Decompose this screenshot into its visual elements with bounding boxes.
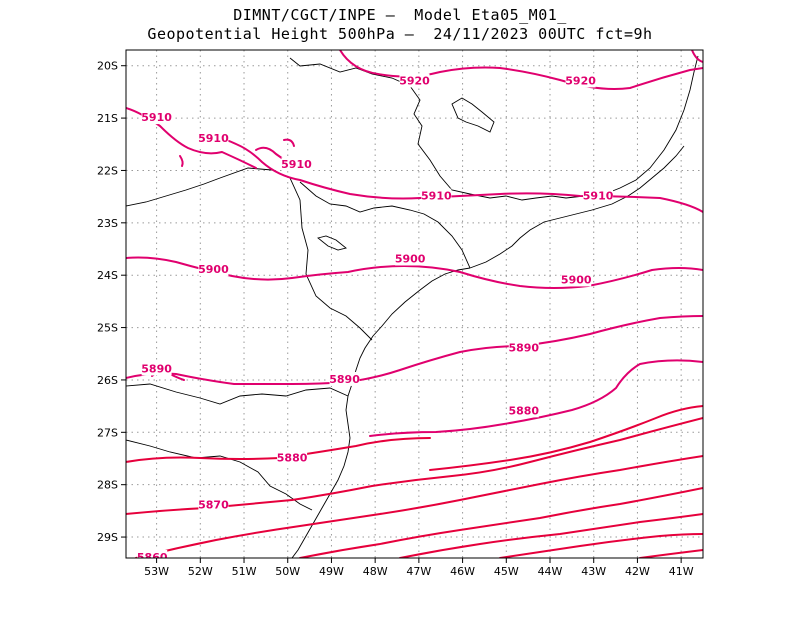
contour-label: 5910 [141,111,172,124]
contour-label-bg [421,188,452,203]
contour-label-bg [198,131,229,146]
contour-label: 5870 [198,499,229,512]
map-frame [125,49,704,559]
contour-label: 5900 [198,263,229,276]
contour-label: 5880 [508,404,539,417]
contour-label-bg [561,272,592,287]
y-axis-ticks: 20S 21S 22S 23S 24S 25S 26S 27S 28S 29S [97,60,126,544]
contour-label-bg [565,73,596,88]
contour-5880-a [369,359,703,437]
contour-5910-e [179,155,184,167]
x-tick-label: 51W [232,565,257,578]
contour-5830 [499,533,703,558]
contour-5920-a [339,50,703,90]
state-border-pr-sc [126,383,349,405]
contour-label-bg [583,188,614,203]
x-axis-ticks: 53W 52W 51W 50W 49W 48W 47W 46W 45W 44W 43W 42W 41W [144,558,694,578]
contour-label: 5920 [565,74,596,87]
x-tick-label: 48W [363,565,388,578]
contour-label-bg [508,340,539,355]
contour-label-bg [395,251,426,266]
contour-label-bg [141,110,172,125]
state-border-sp-mg [289,57,600,201]
contour-5910-d [283,138,295,147]
contour-5920-b [691,50,703,63]
state-border-sp-pr [299,181,471,269]
coastline [291,267,471,558]
x-tick-label: 45W [494,565,519,578]
map-title-line2: Geopotential Height 500hPa – 24/11/2023 … [147,25,653,43]
x-tick-label: 50W [275,565,300,578]
contour-5880-c [429,405,703,471]
contour-label: 5890 [329,373,360,386]
x-tick-label: 41W [669,565,694,578]
border-mg-rj [599,55,699,197]
contour-label: 5910 [198,132,229,145]
contour-label: 5920 [399,74,430,87]
y-tick-label: 28S [97,479,118,492]
contour-label: 5900 [395,252,426,265]
y-tick-label: 21S [97,112,118,125]
x-tick-label: 42W [625,565,650,578]
contour-5850 [299,487,703,558]
reservoir [317,235,347,251]
contour-label: 5910 [421,190,452,203]
y-tick-label: 27S [97,426,118,439]
contour-label-bg [281,157,312,172]
x-tick-label: 44W [538,565,563,578]
contour-label-bg [141,361,172,376]
y-tick-label: 20S [97,60,118,73]
contour-5890 [126,315,703,385]
y-tick-label: 24S [97,269,118,282]
x-tick-label: 47W [406,565,431,578]
map-gridlines [126,50,703,558]
border-ms-mt [126,177,221,207]
y-tick-label: 26S [97,374,118,387]
contour-label: 5860 [137,551,168,564]
x-tick-label: 46W [450,565,475,578]
x-tick-label: 43W [581,565,606,578]
x-tick-label: 49W [319,565,344,578]
contour-label-bg [198,261,229,276]
lake [451,97,495,133]
contour-label: 5910 [583,190,614,203]
x-tick-label: 52W [188,565,213,578]
contour-5860 [135,455,703,558]
contour-5840 [399,513,703,558]
contour-labels: 5920 5920 5910 5910 5910 5910 5910 5900 5900 5900… [137,73,614,564]
y-tick-label: 22S [97,164,118,177]
contour-label: 5910 [281,158,312,171]
x-tick-label: 53W [144,565,169,578]
y-tick-label: 23S [97,217,118,230]
contour-label-bg [508,403,539,418]
contour-label-bg [329,371,360,386]
contour-label-bg [198,497,229,512]
contour-label-bg [137,550,168,558]
contour-label: 5880 [277,451,308,464]
contour-label-bg [399,73,430,88]
contour-5820 [639,549,703,558]
map-title-line1: DIMNT/CGCT/INPE – Model Eta05_M01_ [233,6,567,24]
contour-label: 5900 [561,273,592,286]
y-tick-label: 29S [97,531,118,544]
height-contours [126,50,703,558]
coastline-se [469,145,685,269]
contour-label: 5890 [141,362,172,375]
coastline-and-borders [126,55,699,558]
y-tick-label: 25S [97,322,118,335]
contour-label-bg [277,450,308,465]
state-border-sc-rs [126,439,313,511]
contour-label: 5890 [508,342,539,355]
contour-5910-b [205,137,703,213]
